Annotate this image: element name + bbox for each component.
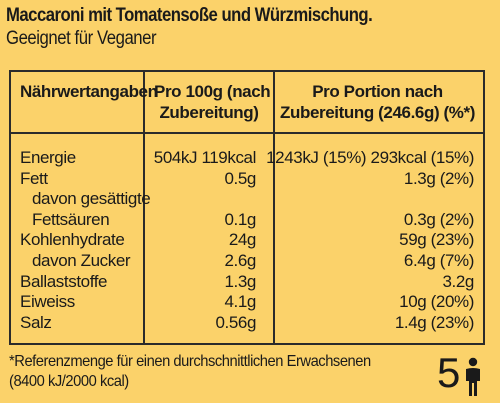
portion-count: 5 (437, 349, 461, 396)
person-icon (466, 357, 480, 396)
row-portion: 0.3g (2%) (403, 209, 475, 229)
row-label: Ballaststoffe (20, 271, 108, 291)
footnote: *Referenzmenge für einen durchschnittlic… (9, 352, 371, 392)
header-portion-line2: Zubereitung (246.6g) (%*) (280, 103, 475, 122)
footnote-line1: *Referenzmenge für einen durchschnittlic… (9, 353, 371, 370)
footnote-line2: (8400 kJ/2000 kcal) (9, 373, 129, 390)
portion-badge: 5 (437, 351, 487, 397)
table-divider (11, 132, 483, 134)
row-portion: 1.4g (23%) (394, 312, 475, 332)
row-per100: 1.3g (224, 271, 257, 291)
product-title: Maccaroni mit Tomatensoße und Würzmischu… (6, 5, 373, 26)
row-portion: 1243kJ (15%) 293kcal (15%) (266, 148, 474, 167)
row-per100: 2.6g (224, 251, 257, 270)
table-divider (273, 72, 275, 343)
row-label: Energie (20, 148, 76, 167)
row-per100: 0.56g (215, 312, 256, 332)
row-portion: 59g (23%) (399, 230, 474, 250)
header-per100-line2: Zubereitung) (159, 103, 259, 122)
header-portion-line1: Pro Portion nach (312, 82, 443, 101)
row-label: Eiweiss (20, 292, 75, 312)
nutrition-table: Nährwertangaben Pro 100g (nach Zubereitu… (9, 70, 485, 345)
row-per100: 504kJ 119kcal (153, 148, 257, 167)
row-per100: 0.1g (224, 209, 257, 229)
table-divider (143, 72, 145, 343)
row-portion: 3.2g (442, 271, 475, 291)
product-subtitle: Geeignet für Veganer (6, 28, 157, 49)
row-portion: 1.3g (2%) (403, 168, 475, 188)
row-per100: 0.5g (224, 168, 257, 188)
row-label: Salz (20, 312, 52, 332)
row-label: davon Zucker (32, 251, 131, 270)
row-label: Fettsäuren (32, 209, 110, 229)
header-per100-line1: Pro 100g (nach (154, 82, 271, 101)
row-portion: 10g (20%) (399, 292, 474, 312)
row-per100: 4.1g (224, 292, 257, 312)
row-label: Kohlenhydrate (20, 230, 125, 250)
row-per100: 24g (228, 230, 257, 250)
row-label: davon gesättigte (32, 189, 151, 209)
header-nutrients: Nährwertangaben (20, 82, 158, 101)
row-portion: 6.4g (7%) (403, 251, 475, 270)
row-label: Fett (20, 168, 48, 188)
